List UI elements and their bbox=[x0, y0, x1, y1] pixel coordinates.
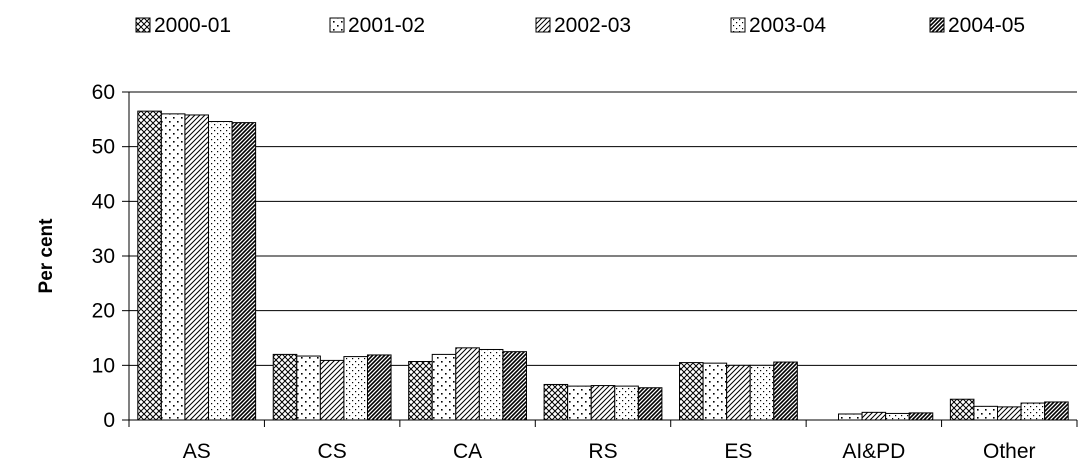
bars bbox=[137, 110, 1069, 421]
legend-swatch bbox=[535, 17, 551, 33]
bar-other-2003-04 bbox=[1020, 402, 1046, 421]
y-tick-label: 60 bbox=[92, 81, 115, 104]
bar-as-2001-02 bbox=[160, 113, 186, 421]
bar-rs-2003-04 bbox=[614, 385, 639, 421]
legend-item-2004-05: 2004-05 bbox=[929, 14, 1025, 37]
y-axis-label: Per cent bbox=[36, 218, 57, 294]
y-tick-label: 10 bbox=[92, 354, 115, 377]
axes: 0 10 20 30 40 50 60 AS CS CA RS ES AI&PD Other bbox=[92, 81, 1078, 463]
legend-swatch bbox=[135, 17, 151, 33]
y-tick-label: 30 bbox=[92, 245, 115, 268]
legend-label: 2002-03 bbox=[554, 14, 631, 37]
legend-label: 2000-01 bbox=[154, 14, 231, 37]
legend-item-2001-02: 2001-02 bbox=[329, 14, 425, 37]
bar-ca-2000-01 bbox=[408, 361, 433, 421]
x-tick-label: Other bbox=[983, 440, 1036, 463]
bar-ca-2002-03 bbox=[455, 347, 480, 421]
bar-es-2004-05 bbox=[773, 361, 798, 421]
bar-other-2000-01 bbox=[949, 398, 975, 421]
bar-ai-pd-2004-05 bbox=[908, 412, 934, 421]
bar-rs-2002-03 bbox=[590, 385, 616, 421]
bar-ca-2004-05 bbox=[502, 351, 527, 421]
y-tick-label: 50 bbox=[92, 136, 115, 159]
bar-rs-2000-01 bbox=[543, 383, 569, 421]
bar-rs-2001-02 bbox=[567, 385, 592, 421]
bar-cs-2001-02 bbox=[296, 355, 321, 421]
bar-as-2002-03 bbox=[184, 114, 209, 421]
y-tick-label: 0 bbox=[103, 409, 115, 432]
bar-other-2001-02 bbox=[973, 405, 999, 421]
x-tick-label: ES bbox=[724, 440, 752, 463]
legend-item-2002-03: 2002-03 bbox=[535, 14, 631, 37]
legend-label: 2003-04 bbox=[749, 14, 826, 37]
bar-ai-pd-2002-03 bbox=[861, 411, 887, 421]
bar-as-2003-04 bbox=[207, 121, 233, 421]
y-tick-label: 40 bbox=[92, 190, 115, 213]
legend-item-2000-01: 2000-01 bbox=[135, 14, 231, 37]
y-tick-label: 20 bbox=[92, 300, 115, 323]
legend-item-2003-04: 2003-04 bbox=[730, 14, 826, 37]
legend-swatch bbox=[329, 17, 345, 33]
bar-es-2001-02 bbox=[702, 362, 728, 421]
x-tick-label: RS bbox=[588, 440, 617, 463]
bar-cs-2002-03 bbox=[319, 359, 345, 421]
bar-ai-pd-2001-02 bbox=[838, 413, 863, 421]
legend-label: 2004-05 bbox=[948, 14, 1025, 37]
legend-label: 2001-02 bbox=[348, 14, 425, 37]
gridlines bbox=[129, 91, 1077, 366]
bar-cs-2004-05 bbox=[366, 354, 392, 421]
bar-cs-2000-01 bbox=[272, 353, 298, 421]
bar-ca-2003-04 bbox=[478, 348, 504, 421]
x-tick-label: CS bbox=[318, 440, 347, 463]
x-tick-label: AI&PD bbox=[842, 440, 905, 463]
bar-as-2004-05 bbox=[231, 122, 257, 421]
bar-as-2000-01 bbox=[137, 110, 162, 421]
x-tick-label: AS bbox=[183, 440, 211, 463]
bar-cs-2003-04 bbox=[343, 356, 368, 421]
bar-other-2002-03 bbox=[997, 406, 1022, 421]
x-tick-label: CA bbox=[453, 440, 482, 463]
bar-es-2000-01 bbox=[679, 362, 704, 421]
bar-rs-2004-05 bbox=[637, 387, 663, 421]
bar-ca-2001-02 bbox=[431, 353, 457, 421]
bar-es-2002-03 bbox=[726, 364, 751, 421]
legend-swatch bbox=[929, 17, 945, 33]
chart-legend: 2000-01 2001-02 2002-03 2003-04 2004-05 bbox=[135, 14, 1025, 37]
legend-swatch bbox=[730, 17, 746, 33]
bar-ai-pd-2003-04 bbox=[885, 412, 910, 421]
bar-other-2004-05 bbox=[1044, 401, 1069, 421]
bar-es-2003-04 bbox=[749, 364, 775, 421]
